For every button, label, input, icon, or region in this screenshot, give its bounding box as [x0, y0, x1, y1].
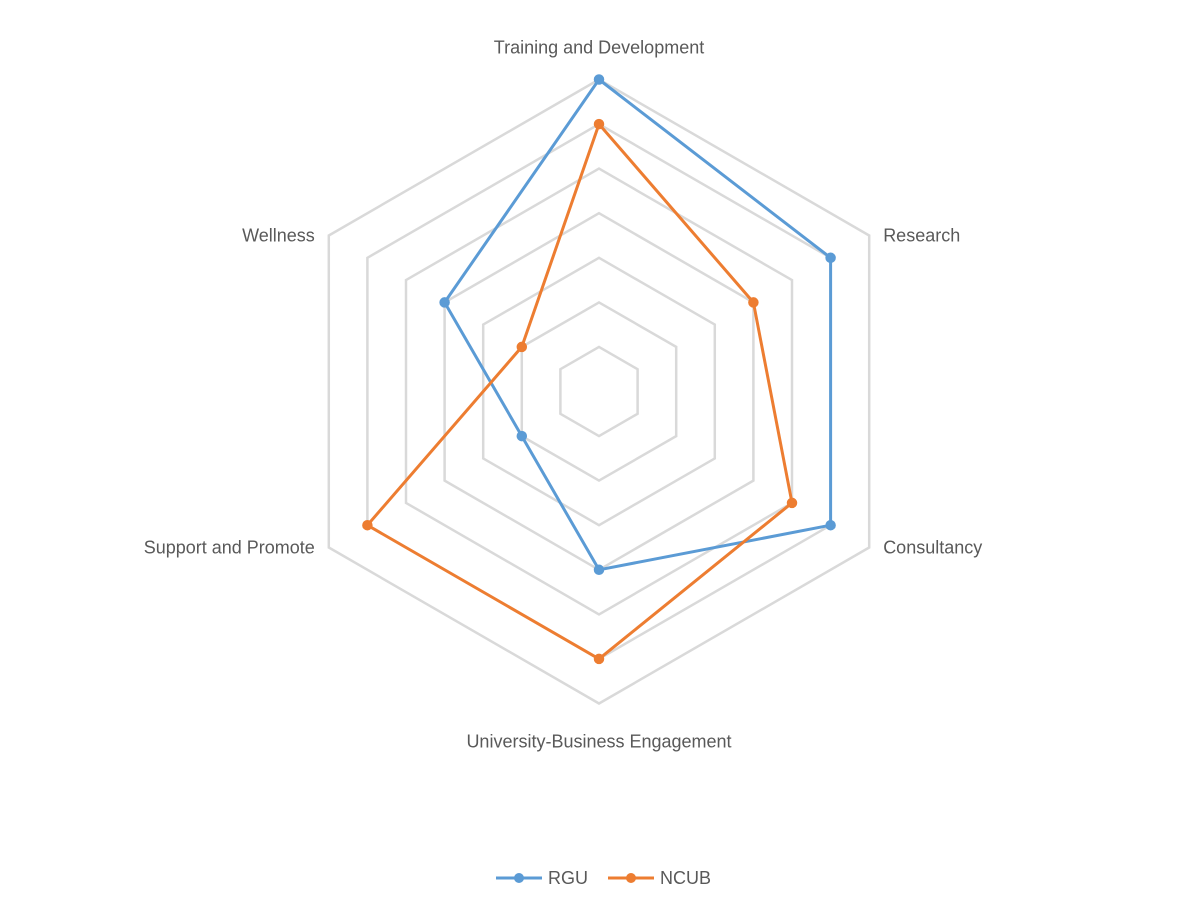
data-point-rgu-2[interactable]	[825, 519, 836, 531]
data-point-ncub-3[interactable]	[593, 653, 605, 665]
radar-series	[362, 74, 836, 665]
data-point-rgu-3[interactable]	[593, 564, 605, 576]
data-point-rgu-0[interactable]	[593, 74, 605, 85]
grid-ring-5	[404, 167, 794, 616]
legend-label: RGU	[548, 868, 588, 888]
legend-item-ncub[interactable]: NCUB	[608, 868, 711, 888]
axis-label-5: Wellness	[242, 226, 315, 246]
axis-label-0: Training and Development	[494, 38, 704, 58]
legend-label: NCUB	[660, 868, 711, 888]
legend-swatch-marker	[626, 873, 636, 883]
data-point-ncub-1[interactable]	[748, 297, 759, 308]
series-line-ncub	[365, 122, 794, 661]
grid-ring-7	[327, 78, 871, 705]
series-rgu	[439, 74, 836, 576]
legend[interactable]: RGU NCUB	[496, 868, 711, 888]
axis-label-2: Consultancy	[883, 538, 982, 558]
radar-grid	[327, 78, 871, 705]
data-point-ncub-0[interactable]	[593, 118, 605, 130]
data-point-rgu-4[interactable]	[516, 430, 528, 442]
data-point-ncub-4[interactable]	[362, 519, 373, 531]
data-point-ncub-5[interactable]	[516, 341, 528, 353]
axis-labels: Training and Development Research Consulta…	[144, 38, 983, 752]
axis-label-4: Support and Promote	[144, 538, 315, 558]
axis-label-1: Research	[883, 226, 960, 246]
data-point-rgu-5[interactable]	[439, 297, 450, 308]
grid-ring-2	[520, 300, 678, 483]
axis-label-3: University-Business Engagement	[466, 732, 731, 752]
legend-swatch-marker	[514, 873, 524, 883]
series-ncub	[362, 118, 798, 665]
grid-ring-3	[481, 256, 717, 527]
grid-ring-4	[443, 211, 755, 572]
legend-item-rgu[interactable]: RGU	[496, 868, 588, 888]
data-point-rgu-1[interactable]	[825, 252, 836, 264]
data-point-ncub-2[interactable]	[786, 497, 798, 509]
grid-ring-1	[559, 345, 639, 438]
